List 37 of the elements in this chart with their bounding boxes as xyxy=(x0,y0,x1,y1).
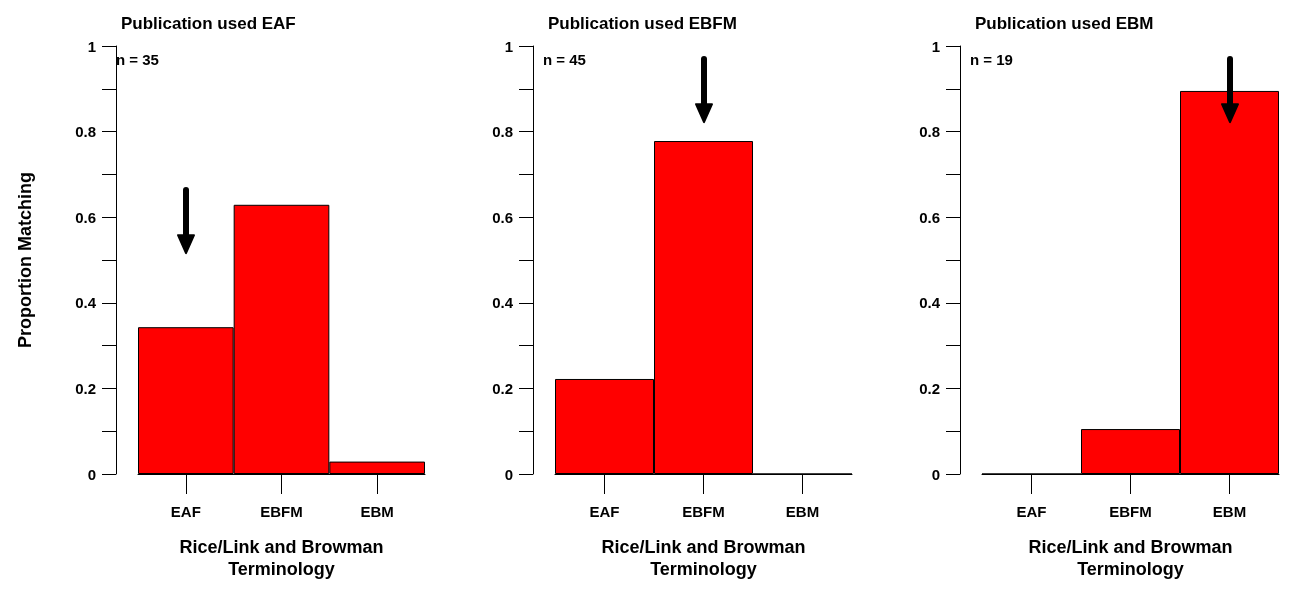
chart-title: Publication used EAF xyxy=(121,14,296,33)
y-tick-label: 0.6 xyxy=(75,208,96,226)
y-tick-label: 0.6 xyxy=(492,208,513,226)
x-tick-label: EBFM xyxy=(1109,503,1152,520)
x-axis-title: Rice/Link and Browman Terminology xyxy=(1028,537,1233,579)
y-tick-label: 0.8 xyxy=(75,123,96,141)
y-axis-title: Proportion Matching xyxy=(15,172,35,348)
y-tick-label: 1 xyxy=(87,37,96,55)
annotation: n = 35 xyxy=(116,51,159,68)
y-tick-label: 0.8 xyxy=(919,123,940,141)
y-tick-label: 0.2 xyxy=(919,379,940,397)
x-tick-label: EAF xyxy=(589,503,620,520)
x-tick-label: EAF xyxy=(1016,503,1047,520)
x-axis-title: Rice/Link and Browman Terminology xyxy=(179,537,384,579)
x-tick-label: EBM xyxy=(785,503,820,520)
x-tick-label: EAF xyxy=(170,503,201,520)
y-tick-label: 0.2 xyxy=(75,379,96,397)
x-tick-label: EBFM xyxy=(682,503,725,520)
x-tick-label: EBM xyxy=(360,503,394,520)
annotation: n = 19 xyxy=(970,51,1013,68)
chart-title: Publication used EBFM xyxy=(548,14,737,33)
x-tick-label: EBM xyxy=(1212,503,1247,520)
x-tick-label: EBFM xyxy=(260,503,303,520)
y-tick-label: 0.4 xyxy=(492,294,514,312)
x-axis-title: Rice/Link and Browman Terminology xyxy=(601,537,806,579)
annotation: n = 45 xyxy=(543,51,586,68)
y-tick-label: 1 xyxy=(931,37,940,55)
y-tick-label: 0.6 xyxy=(919,208,940,226)
y-tick-label: 0 xyxy=(87,465,96,483)
chart-title: Publication used EBM xyxy=(975,14,1154,33)
y-tick-label: 0.2 xyxy=(492,379,513,397)
y-tick-label: 0.4 xyxy=(75,294,97,312)
y-tick-label: 0.8 xyxy=(492,123,513,141)
y-tick-label: 0.4 xyxy=(919,294,941,312)
y-tick-label: 1 xyxy=(504,37,513,55)
y-tick-label: 0 xyxy=(931,465,940,483)
y-tick-label: 0 xyxy=(504,465,513,483)
